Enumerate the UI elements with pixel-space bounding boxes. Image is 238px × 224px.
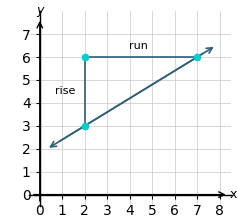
Text: y: y <box>36 4 44 17</box>
Text: x: x <box>230 188 237 201</box>
Text: run: run <box>129 41 148 51</box>
Text: rise: rise <box>55 86 76 97</box>
